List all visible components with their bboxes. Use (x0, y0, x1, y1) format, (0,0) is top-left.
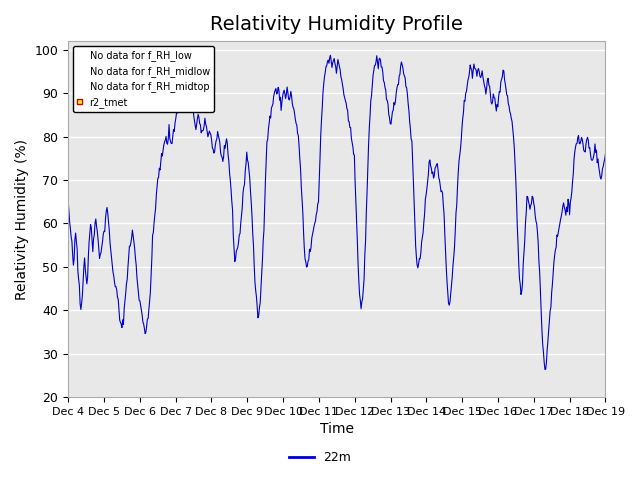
Legend: No data for f_RH_low, No data for f_RH_midlow, No data for f_RH_midtop, r2_tmet: No data for f_RH_low, No data for f_RH_m… (73, 46, 214, 112)
Legend: 22m: 22m (284, 446, 356, 469)
Y-axis label: Relativity Humidity (%): Relativity Humidity (%) (15, 139, 29, 300)
X-axis label: Time: Time (320, 422, 354, 436)
Title: Relativity Humidity Profile: Relativity Humidity Profile (211, 15, 463, 34)
